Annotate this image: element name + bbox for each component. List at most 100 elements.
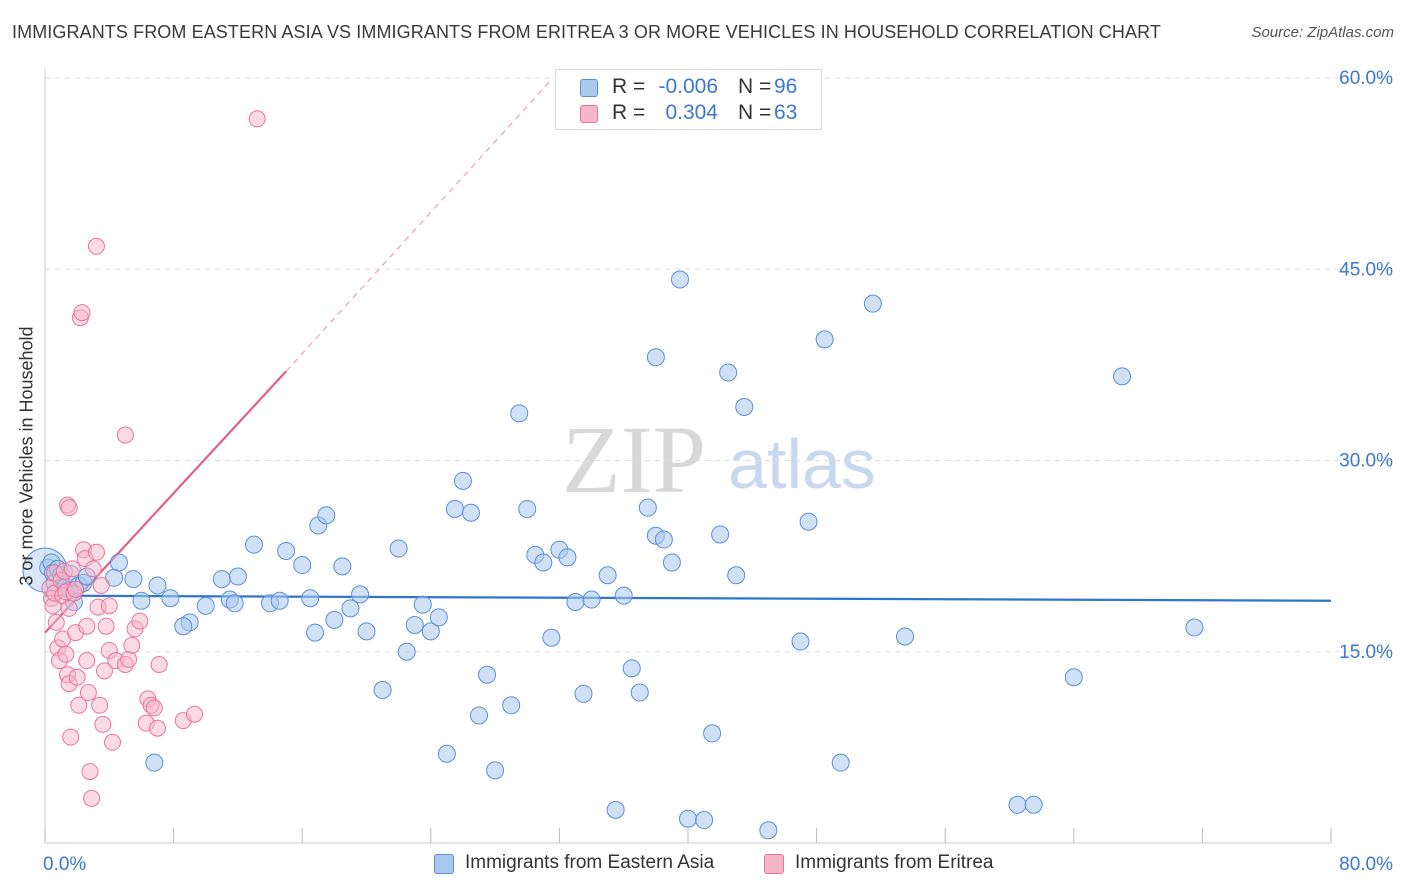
- data-point-eastern-asia: [679, 809, 697, 828]
- data-point-eastern-asia: [614, 586, 633, 605]
- data-point-eastern-asia: [727, 566, 746, 585]
- data-point-eritrea: [70, 696, 88, 714]
- trend-line-eastern-asia: [44, 594, 1332, 602]
- legend-swatch-pink: [580, 105, 598, 123]
- data-point-eastern-asia: [109, 553, 128, 572]
- legend-r-value: 0.304: [665, 101, 718, 124]
- data-point-eastern-asia: [598, 566, 617, 585]
- trend-line-eritrea-extension: [285, 77, 554, 372]
- data-point-eastern-asia: [582, 590, 601, 609]
- data-point-eastern-asia: [831, 753, 850, 772]
- data-point-eastern-asia: [351, 585, 370, 604]
- data-point-eastern-asia: [791, 632, 810, 651]
- data-point-eastern-asia: [695, 811, 714, 830]
- data-point-eastern-asia: [244, 535, 263, 554]
- data-point-eritrea: [84, 560, 102, 578]
- data-point-eastern-asia: [1064, 668, 1083, 687]
- data-point-eritrea: [94, 715, 112, 733]
- data-point-eastern-asia: [373, 681, 392, 699]
- data-point-eastern-asia: [293, 556, 312, 575]
- bottom-legend-label: Immigrants from Eritrea: [795, 852, 994, 873]
- data-point-eritrea: [78, 617, 96, 635]
- source-label: Source: ZipAtlas.com: [1251, 24, 1394, 41]
- legend-n-value: 63: [774, 101, 798, 124]
- data-point-eastern-asia: [453, 471, 472, 490]
- data-point-eastern-asia: [863, 294, 882, 313]
- data-point-eastern-asia: [574, 684, 593, 703]
- data-point-eastern-asia: [228, 567, 247, 586]
- x-tick-label: 80.0%: [1339, 854, 1393, 875]
- data-point-eritrea: [57, 645, 75, 663]
- data-point-eastern-asia: [711, 525, 730, 544]
- legend-row-eastern-asia: R = -0.006 N = 96: [556, 75, 821, 101]
- data-point-eastern-asia: [759, 821, 778, 840]
- data-point-eastern-asia: [638, 498, 657, 517]
- data-point-eastern-asia: [646, 348, 665, 367]
- data-point-eastern-asia: [333, 557, 352, 576]
- data-point-eastern-asia: [654, 530, 673, 549]
- data-point-eastern-asia: [735, 397, 754, 416]
- data-point-eastern-asia: [306, 623, 325, 642]
- data-point-eastern-asia: [148, 576, 167, 595]
- x-tick-label: 0.0%: [43, 854, 86, 875]
- legend-n-label: N =: [738, 75, 772, 98]
- data-point-eastern-asia: [1113, 367, 1132, 386]
- watermark-zip: ZIP: [562, 406, 706, 513]
- data-point-eritrea: [78, 652, 96, 670]
- data-point-eritrea: [67, 580, 85, 598]
- data-point-eritrea: [87, 237, 105, 255]
- data-point-eastern-asia: [445, 499, 464, 518]
- data-point-eritrea: [87, 543, 105, 561]
- data-point-eastern-asia: [325, 610, 344, 629]
- y-tick-label: 60.0%: [1339, 68, 1393, 89]
- data-point-eastern-asia: [145, 753, 164, 772]
- data-point-eritrea: [60, 499, 78, 517]
- data-point-eastern-asia: [670, 270, 689, 289]
- data-point-eastern-asia: [461, 503, 480, 522]
- data-point-eastern-asia: [470, 706, 489, 725]
- bottom-legend-swatch-blue: [434, 854, 454, 874]
- data-point-eastern-asia: [429, 608, 448, 627]
- data-point-eritrea: [68, 668, 86, 686]
- data-point-eastern-asia: [301, 589, 320, 608]
- data-point-eritrea: [83, 789, 101, 807]
- data-point-eastern-asia: [174, 617, 193, 636]
- legend-swatch-blue: [580, 79, 598, 97]
- data-point-eritrea: [81, 763, 99, 781]
- series-eritrea: [41, 110, 266, 807]
- tick-labels: 15.0% 30.0% 45.0% 60.0% 0.0% 80.0%: [43, 68, 1393, 875]
- data-point-eritrea: [120, 650, 138, 668]
- data-point-eritrea: [116, 426, 134, 444]
- data-point-eastern-asia: [542, 628, 561, 647]
- data-point-eastern-asia: [606, 800, 625, 819]
- y-tick-label: 45.0%: [1339, 259, 1393, 280]
- data-point-eritrea: [63, 560, 81, 578]
- legend-r-label: R =: [612, 101, 646, 124]
- data-point-eastern-asia: [622, 659, 641, 678]
- data-point-eastern-asia: [405, 615, 424, 634]
- data-point-eritrea: [97, 617, 115, 635]
- data-point-eritrea: [92, 576, 110, 594]
- data-point-eastern-asia: [124, 570, 143, 589]
- data-point-eritrea: [95, 662, 113, 680]
- legend-n-label: N =: [738, 101, 772, 124]
- data-point-eritrea: [150, 656, 168, 673]
- watermark-atlas: atlas: [728, 425, 876, 503]
- data-point-eastern-asia: [534, 553, 553, 572]
- data-point-eritrea: [60, 599, 78, 617]
- data-point-eastern-asia: [132, 591, 151, 610]
- data-point-eastern-asia: [196, 596, 215, 615]
- data-point-eastern-asia: [421, 622, 440, 641]
- data-point-eritrea: [91, 696, 109, 714]
- data-point-eastern-asia: [277, 542, 296, 561]
- data-point-eritrea: [104, 733, 122, 751]
- grid: [45, 77, 1395, 653]
- data-point-eastern-asia: [478, 665, 497, 684]
- data-point-eritrea: [123, 636, 141, 654]
- bottom-legend-label: Immigrants from Eastern Asia: [465, 852, 715, 873]
- data-point-eastern-asia: [317, 506, 336, 525]
- data-point-eastern-asia: [397, 642, 416, 661]
- legend-n-value: 96: [774, 75, 798, 98]
- data-point-eastern-asia: [389, 539, 408, 558]
